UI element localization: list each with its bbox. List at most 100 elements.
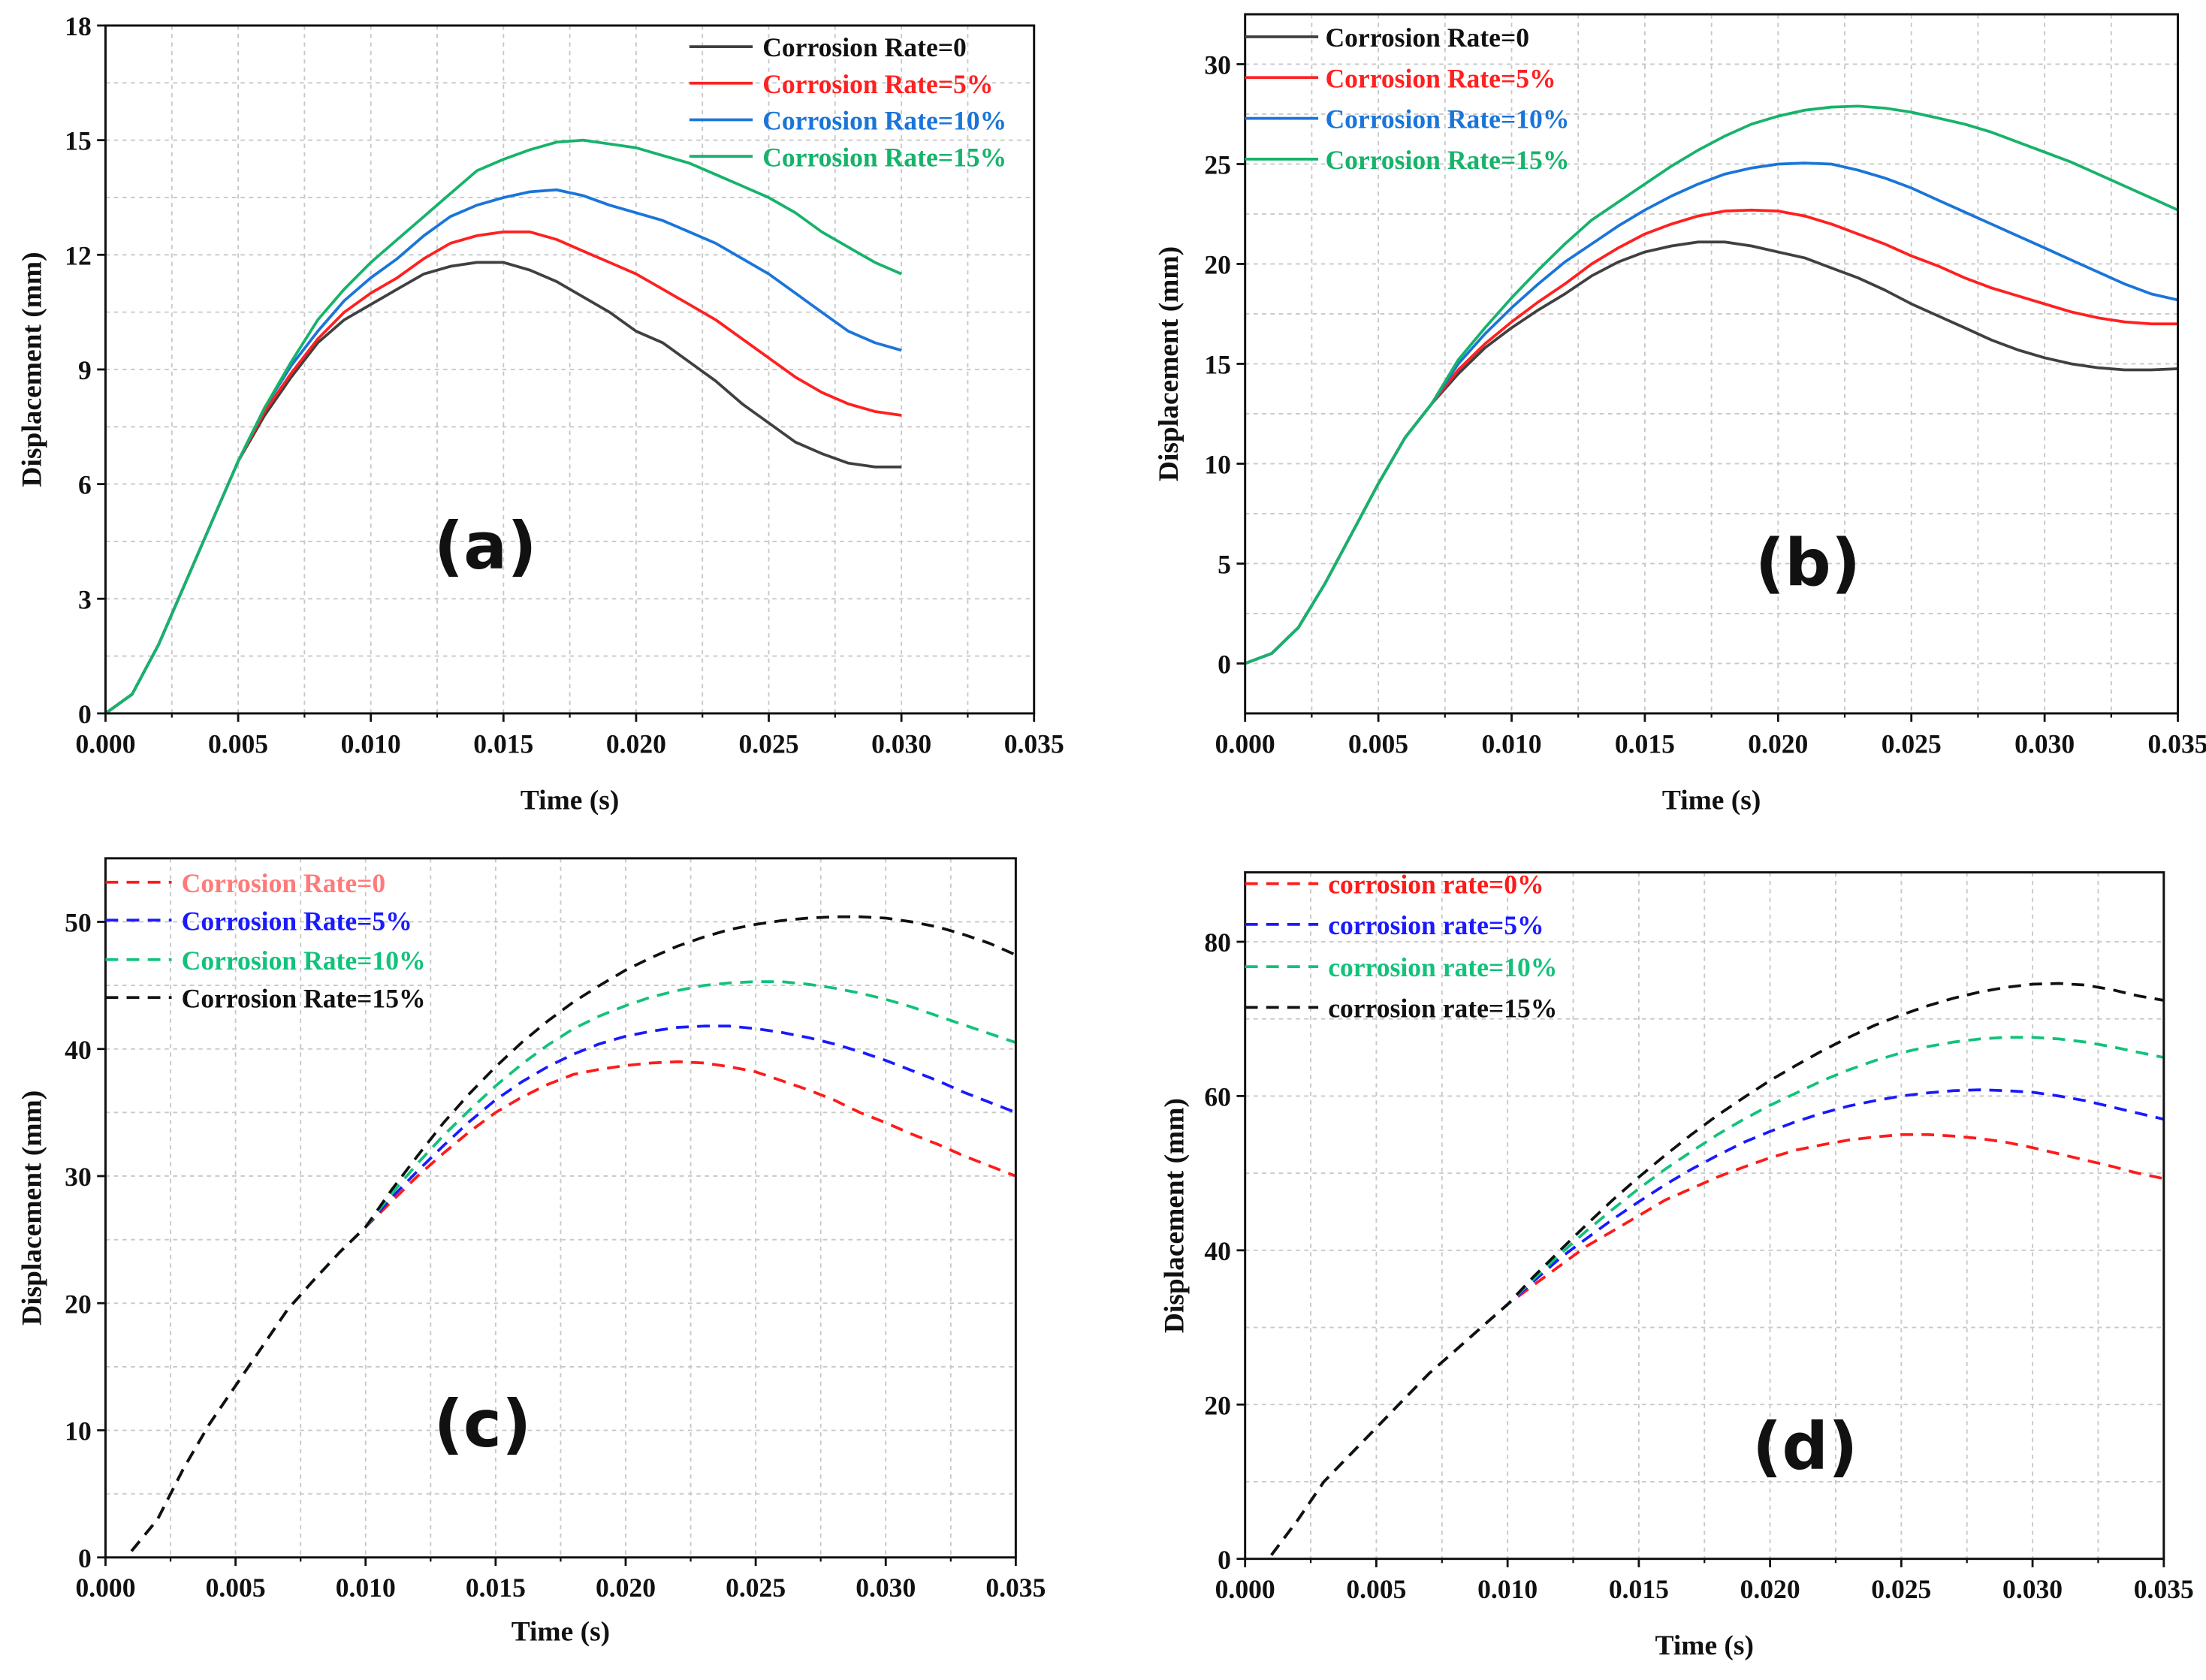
x-tick-label: 0.000: [1215, 1574, 1275, 1604]
y-tick-label: 0: [78, 699, 92, 729]
y-tick-label: 0: [1218, 650, 1231, 680]
legend-label: Corrosion Rate=15%: [1325, 145, 1569, 175]
series-line-3: [1245, 104, 2179, 665]
y-tick-label: 18: [65, 11, 92, 41]
x-tick-label: 0.010: [1481, 728, 1541, 759]
y-tick-label: 10: [65, 1416, 92, 1446]
x-tick-label: 0.025: [1882, 728, 1942, 759]
series-line-1: [1270, 1088, 2165, 1556]
legend-label: corrosion rate=0%: [1328, 870, 1544, 900]
y-tick-label: 12: [65, 240, 92, 270]
y-tick-label: 60: [1204, 1082, 1231, 1112]
y-tick-label: 20: [1204, 1390, 1231, 1420]
x-tick-label: 0.010: [336, 1573, 396, 1603]
panel-label: (a): [434, 509, 537, 584]
legend-label: Corrosion Rate=0: [762, 32, 967, 62]
series-line-3: [130, 915, 1017, 1552]
x-tick-label: 0.015: [473, 728, 533, 759]
legend-label: corrosion rate=5%: [1328, 910, 1544, 940]
x-tick-label: 0.000: [75, 728, 135, 759]
panel-a: 0.000 0.005 0.010 0.015 0.020 0.025 0.030 0.035…: [17, 11, 1064, 816]
x-tick-label: 0.025: [726, 1573, 786, 1603]
x-tick-label: 0.035: [985, 1573, 1046, 1603]
x-tick-label: 0.005: [1348, 728, 1408, 759]
y-tick-label: 0: [1218, 1545, 1231, 1575]
y-tick-label: 6: [78, 470, 92, 500]
legend-label: Corrosion Rate=0: [1325, 23, 1529, 53]
x-tick-label: 0.020: [1740, 1574, 1800, 1604]
y-tick-label: 25: [1204, 150, 1231, 180]
y-tick-label: 15: [65, 126, 92, 156]
legend-label: Corrosion Rate=5%: [762, 69, 993, 99]
x-tick-label: 0.030: [2002, 1574, 2063, 1604]
legend-label: Corrosion Rate=15%: [182, 983, 426, 1013]
x-tick-label: 0.020: [606, 728, 666, 759]
x-tick-label: 0.020: [596, 1573, 656, 1603]
y-axis-label: Displacement (mm): [1159, 1098, 1190, 1333]
y-tick-label: 50: [65, 908, 92, 938]
y-tick-label: 40: [65, 1035, 92, 1065]
x-tick-label: 0.035: [2148, 728, 2206, 759]
legend-label: Corrosion Rate=5%: [182, 906, 412, 936]
x-tick-label: 0.010: [1477, 1574, 1538, 1604]
legend-label: Corrosion Rate=10%: [762, 106, 1006, 136]
x-tick-label: 0.030: [2014, 728, 2075, 759]
x-tick-label: 0.005: [1346, 1574, 1406, 1604]
y-tick-label: 30: [1204, 50, 1231, 80]
y-axis-label: Displacement (mm): [17, 1090, 47, 1326]
panel-c: 0.000 0.005 0.010 0.015 0.020 0.025 0.030 0.035…: [17, 857, 1046, 1647]
x-tick-label: 0.000: [1215, 728, 1275, 759]
series-line-0: [130, 1060, 1017, 1552]
panel-label: (c): [434, 1387, 532, 1462]
x-tick-label: 0.015: [1615, 728, 1675, 759]
y-tick-label: 30: [65, 1162, 92, 1192]
x-tick-label: 0.005: [206, 1573, 266, 1603]
y-tick-label: 80: [1204, 927, 1231, 958]
x-axis-label: Time (s): [1662, 785, 1761, 816]
x-tick-label: 0.030: [856, 1573, 916, 1603]
x-axis-label: Time (s): [1655, 1630, 1754, 1661]
y-axis-label: Displacement (mm): [17, 252, 47, 487]
y-tick-label: 40: [1204, 1236, 1231, 1266]
x-axis-label: Time (s): [521, 785, 619, 816]
panel-b: 0.000 0.005 0.010 0.015 0.020 0.025 0.030 0.035…: [1154, 13, 2206, 816]
x-tick-label: 0.035: [2134, 1574, 2194, 1604]
y-tick-label: 20: [65, 1289, 92, 1319]
x-tick-label: 0.025: [738, 728, 798, 759]
legend-label: Corrosion Rate=10%: [1325, 104, 1569, 134]
x-tick-label: 0.030: [871, 728, 931, 759]
y-tick-label: 10: [1204, 450, 1231, 480]
panel-label: (d): [1752, 1410, 1857, 1485]
x-tick-label: 0.035: [1004, 728, 1064, 759]
y-tick-label: 3: [78, 584, 92, 614]
series-line-3: [104, 138, 902, 715]
legend-label: Corrosion Rate=15%: [762, 142, 1006, 172]
y-tick-label: 20: [1204, 250, 1231, 280]
x-axis-label: Time (s): [512, 1616, 610, 1647]
x-tick-label: 0.020: [1748, 728, 1808, 759]
series-line-1: [130, 1024, 1017, 1552]
series-line-2: [1270, 1036, 2165, 1556]
legend-label: Corrosion Rate=0: [182, 868, 386, 898]
y-axis-label: Displacement (mm): [1154, 246, 1184, 481]
x-tick-label: 0.015: [466, 1573, 526, 1603]
legend-label: Corrosion Rate=10%: [182, 946, 426, 976]
y-tick-label: 5: [1218, 550, 1231, 580]
x-tick-label: 0.010: [341, 728, 401, 759]
y-tick-label: 15: [1204, 350, 1231, 380]
legend-label: corrosion rate=15%: [1328, 994, 1557, 1024]
series-line-2: [130, 980, 1016, 1552]
y-tick-label: 9: [78, 355, 92, 385]
x-tick-label: 0.025: [1871, 1574, 1931, 1604]
series-line-3: [1270, 982, 2165, 1556]
legend-label: corrosion rate=10%: [1328, 952, 1557, 982]
panel-label: (b): [1755, 526, 1860, 601]
series-line-0: [1270, 1133, 2165, 1556]
x-tick-label: 0.005: [208, 728, 268, 759]
y-tick-label: 0: [78, 1543, 92, 1573]
x-tick-label: 0.000: [75, 1573, 135, 1603]
x-tick-label: 0.015: [1609, 1574, 1669, 1604]
legend-label: Corrosion Rate=5%: [1325, 63, 1556, 93]
panel-d: 0.000 0.005 0.010 0.015 0.020 0.025 0.030 0.035…: [1159, 870, 2194, 1661]
